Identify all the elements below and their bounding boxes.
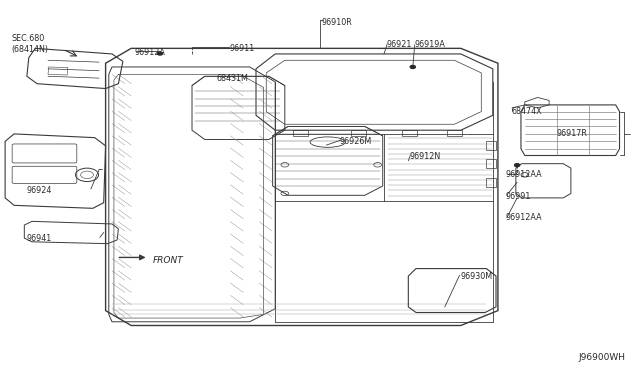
Circle shape — [515, 164, 520, 167]
Text: 68431M: 68431M — [216, 74, 248, 83]
Text: 96930M: 96930M — [461, 272, 493, 280]
Text: (68414N): (68414N) — [12, 45, 49, 54]
Text: 96912AA: 96912AA — [506, 213, 542, 222]
Circle shape — [157, 52, 163, 55]
Text: 96921: 96921 — [387, 40, 412, 49]
Bar — [48, 67, 68, 75]
Text: 96917R: 96917R — [557, 129, 588, 138]
Text: 96924: 96924 — [27, 186, 52, 195]
Text: 96919A: 96919A — [415, 40, 445, 49]
Text: 96912N: 96912N — [410, 152, 441, 161]
Text: 96910R: 96910R — [321, 18, 352, 27]
Text: 96912AA: 96912AA — [506, 170, 542, 179]
Text: J96900WH: J96900WH — [579, 353, 626, 362]
Text: FRONT: FRONT — [152, 256, 183, 265]
Text: 96941: 96941 — [27, 234, 52, 243]
Text: 96991: 96991 — [506, 192, 531, 201]
Circle shape — [410, 65, 415, 68]
Text: 68474X: 68474X — [512, 107, 543, 116]
Text: SEC.680: SEC.680 — [12, 34, 45, 43]
Text: 96926M: 96926M — [339, 137, 371, 146]
Text: 96912A: 96912A — [134, 48, 165, 57]
Text: 96911: 96911 — [229, 44, 254, 53]
